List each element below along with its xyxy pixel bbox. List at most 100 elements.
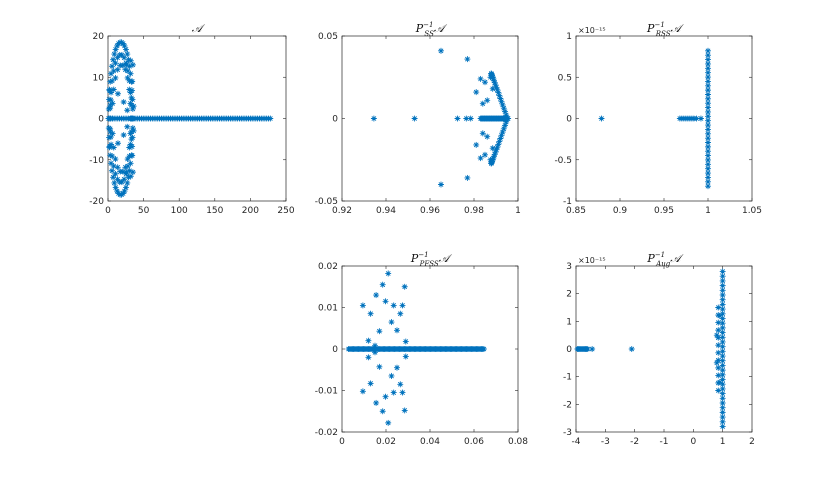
data-point bbox=[126, 144, 133, 151]
data-point bbox=[477, 155, 484, 162]
data-point bbox=[719, 287, 726, 294]
x-tick-label: 0.94 bbox=[376, 206, 396, 216]
data-point bbox=[397, 381, 404, 388]
data-point bbox=[120, 131, 127, 139]
subplot-rss: 0.85 0.9 0.95 1 1.05 -1 -0.5 0 0.5 1 ×10⁻¹⁵ P−1 RSS𝒜 bbox=[554, 21, 762, 216]
data-point bbox=[719, 404, 726, 411]
data-point bbox=[719, 390, 726, 397]
data-point bbox=[704, 161, 712, 168]
data-point bbox=[365, 354, 372, 361]
data-point bbox=[484, 133, 491, 140]
data-point bbox=[107, 96, 114, 103]
subplot-title: 𝒜 bbox=[192, 22, 206, 35]
data-point bbox=[719, 315, 726, 322]
data-point bbox=[121, 188, 128, 195]
data-point bbox=[716, 379, 723, 386]
data-point bbox=[122, 46, 130, 53]
data-point bbox=[376, 363, 383, 370]
data-point bbox=[500, 125, 507, 132]
data-point bbox=[112, 74, 119, 82]
y-tick-label: 10 bbox=[93, 73, 105, 83]
data-point bbox=[127, 70, 134, 77]
data-point bbox=[129, 152, 136, 159]
data-point bbox=[123, 61, 130, 68]
data-point bbox=[114, 176, 121, 183]
data-point bbox=[715, 334, 722, 341]
x-tick-label: 1 bbox=[720, 437, 726, 447]
subplot-A: 0 50 100 150 200 250 -20 -10 0 10 20 𝒜 bbox=[89, 22, 295, 216]
data-point bbox=[719, 282, 726, 289]
data-point bbox=[379, 408, 386, 415]
data-point bbox=[719, 352, 726, 360]
data-point bbox=[126, 167, 133, 174]
data-point bbox=[704, 69, 712, 76]
x-tick-label: 50 bbox=[138, 206, 150, 216]
data-point bbox=[498, 98, 505, 105]
data-point bbox=[704, 139, 712, 146]
x-tick-label: 1 bbox=[515, 206, 521, 216]
data-point bbox=[120, 98, 127, 106]
data-point bbox=[480, 345, 487, 353]
data-point bbox=[704, 170, 712, 177]
data-point bbox=[124, 123, 131, 130]
y-tick-label: 0.05 bbox=[318, 32, 338, 42]
data-point bbox=[107, 78, 114, 85]
data-point bbox=[719, 301, 726, 308]
data-point bbox=[715, 342, 722, 349]
data-point bbox=[267, 115, 274, 122]
data-point bbox=[106, 144, 113, 151]
x-tick-label: 0.02 bbox=[376, 437, 396, 447]
data-point bbox=[107, 152, 114, 159]
data-point bbox=[127, 160, 134, 167]
data-point bbox=[704, 100, 712, 107]
data-point bbox=[401, 407, 408, 414]
data-point bbox=[495, 141, 502, 148]
data-point bbox=[704, 148, 712, 155]
data-point bbox=[704, 121, 712, 129]
data-point bbox=[114, 188, 121, 195]
x-tick-label: 200 bbox=[242, 206, 259, 216]
data-point bbox=[493, 84, 500, 91]
data-point bbox=[704, 82, 712, 89]
data-point bbox=[503, 111, 510, 119]
data-point bbox=[112, 184, 119, 191]
data-point bbox=[497, 95, 504, 102]
data-point bbox=[713, 332, 720, 339]
data-point bbox=[371, 342, 379, 349]
x-tick-label: 0 bbox=[690, 437, 696, 447]
data-point bbox=[719, 338, 726, 346]
data-point bbox=[373, 292, 380, 299]
subplot-title: P−1 SS𝒜 bbox=[415, 21, 448, 38]
data-point bbox=[719, 273, 726, 280]
x-tick-label: 0.96 bbox=[420, 206, 440, 216]
data-point bbox=[490, 153, 498, 160]
data-point bbox=[393, 364, 401, 371]
data-point bbox=[488, 160, 495, 167]
data-point bbox=[479, 100, 486, 107]
data-point bbox=[122, 164, 129, 171]
y-tick-label: 0.01 bbox=[318, 304, 338, 314]
data-point bbox=[584, 345, 591, 353]
data-point bbox=[114, 42, 121, 49]
data-point bbox=[402, 353, 409, 360]
data-point bbox=[110, 144, 117, 151]
data-point bbox=[129, 125, 136, 132]
data-point bbox=[121, 42, 128, 49]
y-tick-label: -1 bbox=[563, 373, 572, 383]
data-point bbox=[124, 162, 132, 170]
data-point bbox=[127, 89, 134, 96]
data-point bbox=[491, 151, 498, 158]
data-point bbox=[382, 298, 389, 305]
data-point bbox=[128, 128, 135, 135]
data-point bbox=[385, 270, 392, 277]
y-tick-label: 3 bbox=[566, 262, 572, 272]
data-point bbox=[719, 357, 726, 364]
x-tick-label: 0.92 bbox=[332, 206, 352, 216]
y-tick-label: 1 bbox=[566, 317, 572, 327]
subplot-pfss: 0 0.02 0.04 0.06 0.08 -0.02 -0.01 0 0.01 0.02 P−1 P… bbox=[315, 251, 529, 447]
data-point bbox=[490, 154, 497, 162]
exponent-label: ×10⁻¹⁵ bbox=[578, 26, 606, 35]
data-point bbox=[110, 67, 117, 75]
data-point bbox=[719, 348, 726, 355]
subplot-title: P−1 RSS𝒜 bbox=[646, 21, 684, 38]
